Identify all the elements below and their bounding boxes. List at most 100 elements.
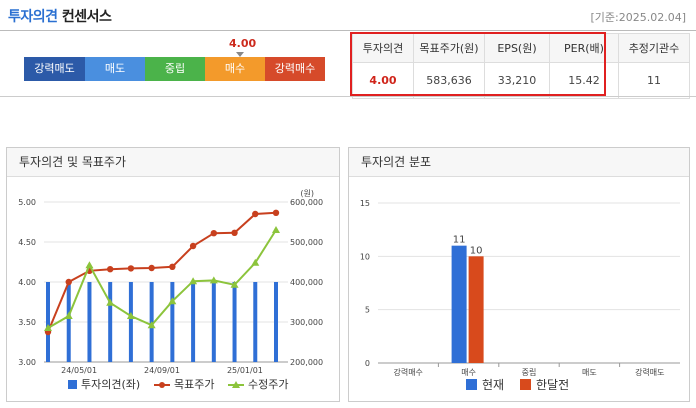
y-left-tick-label: 3.00 [18,358,36,367]
scale-strong-buy: 강력매수 [265,57,325,81]
opinion-bar [191,282,196,362]
x-tick-label: 매도 [582,368,597,377]
adjusted-price-point [44,324,52,331]
y-tick-label: 5 [365,306,370,315]
panel-title: 투자의견 분포 [349,148,689,177]
consensus-value-row: 4.00 583,636 33,210 15.42 11 [352,62,690,99]
target-price-point [106,266,114,273]
y-right-unit-label: (원) [300,189,314,198]
target-price-point [189,242,197,250]
current-bar [451,245,467,363]
scale-neutral: 중립 [145,57,205,81]
legend-swatch [159,382,165,388]
adjusted-price-line [47,229,277,329]
adjusted-price-point [64,312,73,319]
title-main: 투자의견 [8,9,58,25]
x-tick-label: 매수 [461,368,476,377]
bar-data-label: 10 [470,245,483,256]
title-sub: 컨센서스 [61,9,112,25]
target-price-point [65,278,72,286]
adjusted-price-point [106,298,115,306]
consensus-header-row: 투자의견 목표주가(원) EPS(원) PER(배) 추정기관수 [352,33,690,63]
y-right-tick-label: 600,000 [290,198,323,207]
y-right-tick-label: 200,000 [290,358,323,367]
target-price-point [272,209,280,216]
y-right-tick-label: 400,000 [290,278,323,287]
opinion-scale-bar: 강력매도 매도 중립 매수 강력매수 [24,57,325,81]
col-header: 투자의견 [352,33,414,63]
legend-label: 수정주가 [248,378,288,391]
opinion-bar [46,282,50,362]
x-tick-label: 24/05/01 [61,366,97,375]
legend-swatch [68,380,77,389]
y-tick-label: 0 [365,359,370,368]
y-left-tick-label: 4.50 [18,238,36,247]
legend-label: 투자의견(좌) [81,378,140,391]
col-header: 목표주가(원) [413,33,485,63]
scale-sell: 매도 [85,57,145,81]
scale-buy: 매수 [205,57,265,81]
x-tick-label: 25/01/01 [227,366,263,375]
legend-swatch [520,379,531,390]
y-left-tick-label: 3.50 [18,318,36,327]
opinion-bar [274,282,278,362]
page-title: 투자의견 컨센서스 [8,6,112,26]
opinion-bar [211,282,216,362]
opinion-bar [170,282,175,362]
adjusted-price-point [251,258,260,266]
scale-strong-sell: 강력매도 [24,57,85,81]
legend-label: 한달전 [536,378,569,392]
adjusted-price-point [230,280,239,288]
opinion-marker-icon [236,52,244,57]
adjusted-price-point [272,226,280,233]
x-tick-label: 중립 [522,368,537,377]
col-header: 추정기관수 [618,33,690,63]
highlight-box [350,32,606,96]
opinion-target-price-panel: 투자의견 및 목표주가 [6,147,340,402]
header-divider [0,30,696,31]
opinion-distribution-panel: 투자의견 분포 [348,147,690,402]
opinion-bar [128,282,133,362]
legend-swatch [466,379,477,390]
target-price-point [169,263,176,270]
opinion-target-price-chart: 5.00 4.50 4.00 3.50 3.00 600,000 500,000 400,00… [18,189,323,391]
value-target-price: 583,636 [413,62,485,99]
target-price-point [252,210,259,218]
target-price-point [231,229,238,236]
y-tick-label: 10 [360,252,370,261]
col-header: PER(배) [549,33,619,63]
y-right-tick-label: 500,000 [290,238,323,247]
opinion-marker-value: 4.00 [229,37,257,50]
opinion-bar [108,282,113,362]
legend-label: 현재 [482,378,504,392]
adjusted-price-point [147,321,156,329]
y-left-tick-label: 4.00 [18,278,36,287]
bar-data-label: 11 [453,235,466,246]
reference-date: [기준:2025.02.04] [590,11,686,24]
opinion-bar [66,282,71,362]
x-tick-label: 강력매수 [393,367,422,377]
target-price-point [210,230,218,237]
consensus-table: 투자의견 목표주가(원) EPS(원) PER(배) 추정기관수 4.00 58… [352,33,690,99]
y-right-tick-label: 300,000 [290,318,323,327]
adjusted-price-point [168,297,177,305]
y-left-tick-label: 5.00 [18,198,36,207]
opinion-bar [232,282,237,362]
section-divider [0,96,696,97]
x-tick-label: 강력매도 [635,367,664,377]
x-tick-label: 24/09/01 [144,366,180,375]
y-tick-label: 15 [360,199,370,208]
target-price-point [148,264,155,272]
opinion-bar [87,282,92,362]
month-ago-bar [468,256,484,363]
value-eps: 33,210 [484,62,550,99]
adjusted-price-point [209,276,218,284]
opinion-bar [253,282,258,362]
legend-swatch [232,381,240,388]
value-analyst-count: 11 [618,62,690,99]
adjusted-price-point [85,261,94,269]
legend-label: 목표주가 [174,378,214,391]
adjusted-price-point [126,312,135,319]
value-per: 15.42 [549,62,619,99]
